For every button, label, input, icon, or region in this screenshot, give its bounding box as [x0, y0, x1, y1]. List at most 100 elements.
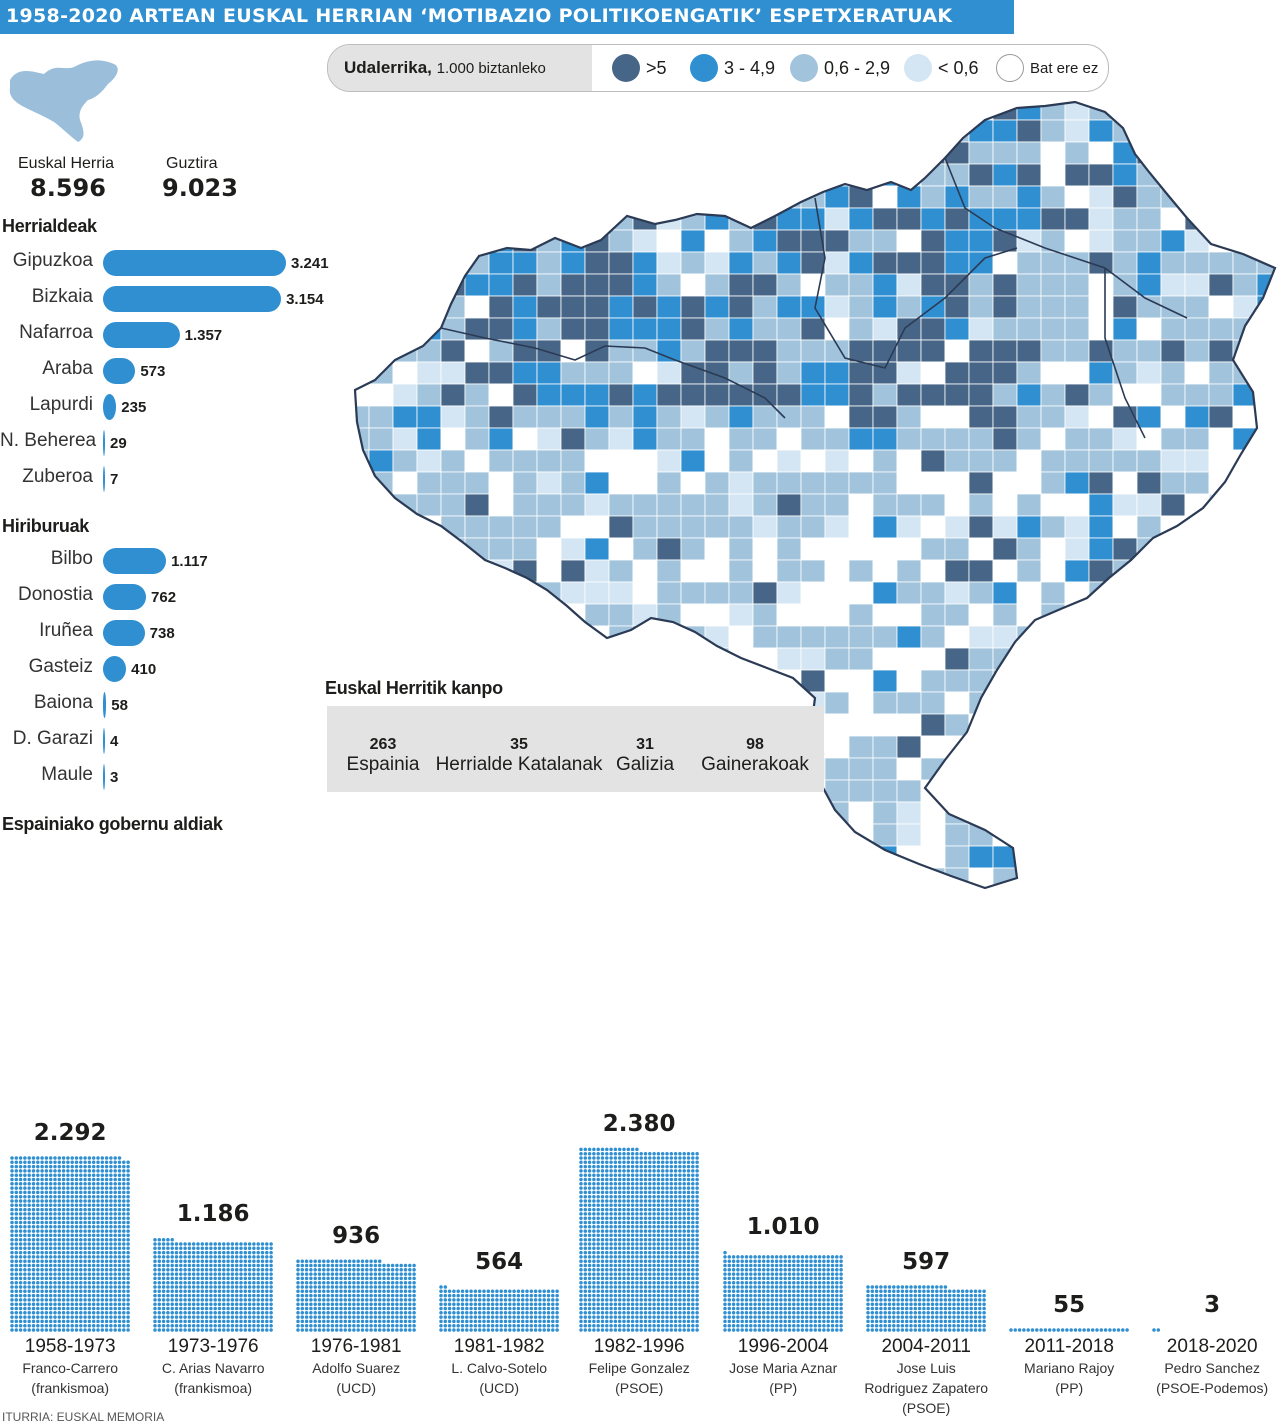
municipality-cell	[1040, 273, 1066, 297]
municipality-cell	[464, 471, 490, 495]
municipality-cell	[1016, 361, 1042, 385]
municipality-cell	[800, 405, 826, 429]
bar-label: Bizkaia	[31, 286, 93, 307]
municipality-cell	[896, 669, 922, 693]
municipality-cell	[1016, 207, 1042, 231]
municipality-cell	[968, 603, 994, 627]
municipality-cell	[1016, 383, 1042, 407]
municipality-cell	[464, 405, 490, 429]
municipality-cell	[632, 581, 658, 605]
municipality-cell	[1208, 295, 1234, 319]
municipality-cell	[944, 625, 970, 649]
municipality-cell	[896, 647, 922, 671]
municipality-cell	[512, 273, 538, 297]
municipality-cell	[1088, 163, 1114, 187]
municipality-cell	[848, 801, 874, 825]
municipality-cell	[1112, 229, 1138, 253]
municipality-cell	[560, 449, 586, 473]
municipality-cell	[776, 537, 802, 561]
municipality-cell	[1016, 339, 1042, 363]
municipality-cell	[560, 405, 586, 429]
municipality-cell	[632, 471, 658, 495]
municipality-cell	[1112, 427, 1138, 451]
municipality-cell	[728, 317, 754, 341]
municipality-cell	[1040, 141, 1066, 165]
bar-label: Maule	[41, 764, 93, 785]
dot-column	[866, 1285, 986, 1332]
municipality-cell	[488, 427, 514, 451]
municipality-cell	[704, 559, 730, 583]
municipality-cell	[992, 273, 1018, 297]
municipality-cell	[680, 383, 706, 407]
municipality-cell	[752, 273, 778, 297]
municipality-cell	[440, 383, 466, 407]
municipality-cell	[632, 405, 658, 429]
government-line: (frankismoa)	[31, 1380, 110, 1396]
municipality-cell	[1064, 427, 1090, 451]
municipality-cell	[560, 273, 586, 297]
municipality-cell	[1064, 141, 1090, 165]
municipality-cell	[848, 669, 874, 693]
municipality-cell	[632, 295, 658, 319]
municipality-cell	[1016, 493, 1042, 517]
municipality-cell	[512, 405, 538, 429]
municipality-cell	[1208, 449, 1234, 473]
outside-item-value: 263	[369, 736, 397, 753]
municipality-cell	[536, 317, 562, 341]
municipality-cell	[968, 493, 994, 517]
bar-value: 762	[151, 589, 177, 606]
hiriburuak-title: Hiriburuak	[2, 516, 90, 536]
outside-item-gainerakoak: 98 Gainerakoak	[697, 736, 813, 776]
municipality-cell	[1112, 449, 1138, 473]
municipality-cell	[368, 383, 394, 407]
municipality-cell	[1040, 427, 1066, 451]
municipality-cell	[968, 185, 994, 209]
municipality-cell	[896, 757, 922, 781]
municipality-cell	[872, 779, 898, 803]
municipality-cell	[776, 339, 802, 363]
municipality-cell	[1088, 537, 1114, 561]
municipality-cell	[680, 537, 706, 561]
municipality-cell	[416, 383, 442, 407]
municipality-cell	[920, 427, 946, 451]
herrialdeak-title: Herrialdeak	[2, 216, 97, 236]
municipality-cell	[1160, 405, 1186, 429]
column-period: 2018-2020	[1166, 1336, 1258, 1357]
municipality-cell	[776, 383, 802, 407]
municipality-cell	[1016, 515, 1042, 539]
municipality-cell	[536, 273, 562, 297]
bar-label: D. Garazi	[12, 728, 93, 749]
municipality-cell	[752, 537, 778, 561]
municipality-cell	[920, 471, 946, 495]
legend-item-label: Bat ere ez	[1030, 59, 1099, 77]
municipality-cell	[896, 581, 922, 605]
municipality-cell	[776, 471, 802, 495]
hiriburuak-chart: Bilbo 1.117 Donostia 762 Iruñea 738 Gasteiz 410…	[0, 544, 360, 796]
municipality-cell	[1040, 251, 1066, 275]
municipality-cell	[1208, 405, 1234, 429]
municipality-cell	[992, 163, 1018, 187]
municipality-cell	[992, 603, 1018, 627]
municipality-cell	[488, 317, 514, 341]
municipality-cell	[968, 273, 994, 297]
municipality-cell	[824, 493, 850, 517]
municipality-cell	[1112, 383, 1138, 407]
municipality-cell	[848, 779, 874, 803]
municipality-cell	[920, 493, 946, 517]
municipality-cell	[608, 427, 634, 451]
municipality-cell	[896, 361, 922, 385]
municipality-cell	[656, 493, 682, 517]
municipality-cell	[416, 427, 442, 451]
bar-label: Iruñea	[39, 620, 93, 641]
municipality-cell	[920, 273, 946, 297]
municipality-cell	[1088, 361, 1114, 385]
municipality-cell	[1184, 427, 1210, 451]
municipality-cell	[1208, 339, 1234, 363]
municipality-cell	[1040, 317, 1066, 341]
locator-map-shape	[9, 60, 118, 142]
bar-label: Zuberoa	[22, 466, 93, 487]
municipality-cell	[824, 317, 850, 341]
municipality-cell	[680, 317, 706, 341]
bar-value: 3	[110, 769, 119, 786]
municipality-cell	[848, 383, 874, 407]
